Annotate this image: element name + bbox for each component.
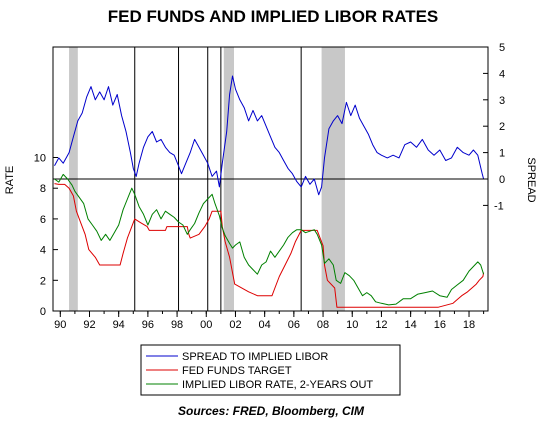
series-line-fed-funds <box>54 183 485 308</box>
legend-label-fed: FED FUNDS TARGET <box>182 365 292 377</box>
left-tick-label: 2 <box>40 275 46 287</box>
x-axis-ticks: 90 92 94 96 98 00 02 04 06 08 10 12 14 16 18 <box>54 311 485 331</box>
right-tick-label: 0 <box>499 174 505 186</box>
left-axis-ticks: 0 2 4 6 8 10 <box>34 153 58 318</box>
left-axis-label: RATE <box>4 166 16 195</box>
x-tick-label: 08 <box>317 319 329 331</box>
series-lines <box>54 75 485 308</box>
x-tick-label: 12 <box>375 319 387 331</box>
left-tick-label: 8 <box>40 183 46 195</box>
x-tick-label: 14 <box>405 319 417 331</box>
right-tick-label: 3 <box>499 95 505 107</box>
right-tick-label: 1 <box>499 148 505 160</box>
left-tick-label: 4 <box>40 245 46 257</box>
right-tick-label: 2 <box>499 121 505 133</box>
x-tick-label: 06 <box>288 319 300 331</box>
right-axis-label: SPREAD <box>525 157 537 202</box>
x-tick-label: 04 <box>259 319 271 331</box>
x-tick-label: 16 <box>434 319 446 331</box>
x-tick-label: 90 <box>54 319 66 331</box>
series-line-implied-libor <box>54 173 485 306</box>
right-tick-label: 4 <box>499 68 505 80</box>
x-tick-label: 98 <box>171 319 183 331</box>
x-tick-label: 18 <box>463 319 475 331</box>
series-line-spread <box>54 75 485 196</box>
source-note: Sources: FRED, Bloomberg, CIM <box>178 404 365 418</box>
x-tick-label: 92 <box>83 319 95 331</box>
chart-title: FED FUNDS AND IMPLIED LIBOR RATES <box>108 7 439 26</box>
right-tick-label: 5 <box>499 42 505 54</box>
left-tick-label: 10 <box>34 153 46 165</box>
legend-label-spread: SPREAD TO IMPLIED LIBOR <box>182 351 328 363</box>
left-tick-label: 6 <box>40 214 46 226</box>
x-tick-label: 10 <box>346 319 358 331</box>
legend: SPREAD TO IMPLIED LIBOR FED FUNDS TARGET… <box>140 344 401 396</box>
x-tick-label: 94 <box>113 319 125 331</box>
right-tick-label: -1 <box>494 200 504 212</box>
x-tick-label: 00 <box>200 319 212 331</box>
x-tick-label: 02 <box>229 319 241 331</box>
legend-label-libor: IMPLIED LIBOR RATE, 2-YEARS OUT <box>182 379 373 391</box>
right-axis-ticks: -1 0 1 2 3 4 5 <box>483 42 505 212</box>
legend-box <box>140 344 401 396</box>
left-tick-label: 0 <box>40 306 46 318</box>
x-tick-label: 96 <box>142 319 154 331</box>
